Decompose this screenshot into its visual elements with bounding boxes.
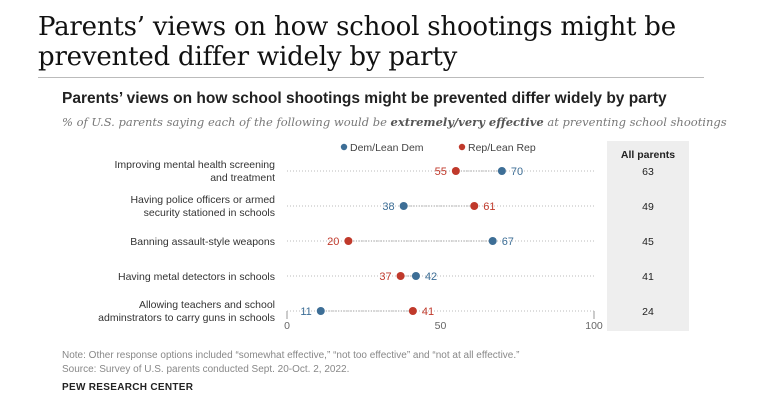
headline-divider (38, 77, 704, 78)
row-label: and treatment (210, 172, 275, 184)
x-tick-label-1: 50 (435, 320, 447, 332)
all-parents-value: 41 (642, 271, 654, 283)
rep-value-label: 41 (422, 306, 434, 318)
rep-dot (344, 237, 353, 245)
rep-value-label: 55 (435, 166, 447, 178)
chart-source: Source: Survey of U.S. parents conducted… (62, 364, 350, 375)
row-label: Banning assault-style weapons (130, 236, 275, 248)
rep-dot (396, 272, 405, 280)
dem-dot (411, 272, 420, 280)
dem-dot (316, 307, 325, 315)
dem-value-label: 67 (502, 236, 514, 248)
row-label: Having metal detectors in schools (118, 271, 275, 283)
chart-title: Parents’ views on how school shootings m… (62, 90, 667, 107)
legend-dot-0 (340, 143, 348, 151)
rep-dot (451, 167, 460, 175)
x-tick-label-2: 100 (585, 320, 603, 332)
subtitle-emphasis: extremely/very effective (390, 115, 544, 129)
row-label: Having police officers or armed (130, 194, 275, 206)
row-label: adminstrators to carry guns in schools (98, 312, 275, 324)
x-tick-label-0: 0 (284, 320, 290, 332)
all-parents-value: 49 (642, 201, 654, 213)
all-parents-value: 24 (642, 306, 654, 318)
rep-value-label: 20 (327, 236, 339, 248)
dem-dot (497, 167, 506, 175)
page-headline: Parents’ views on how school shootings m… (38, 12, 676, 72)
rep-value-label: 61 (483, 201, 495, 213)
row-label: security stationed in schools (144, 207, 275, 219)
row-label: Improving mental health screening (114, 159, 275, 171)
legend-dot-1 (458, 143, 466, 151)
all-parents-value: 45 (642, 236, 654, 248)
rep-value-label: 37 (379, 271, 391, 283)
rep-dot (470, 202, 479, 210)
all-parents-header: All parents (621, 149, 675, 161)
dem-dot (488, 237, 497, 245)
dem-value-label: 11 (300, 306, 311, 318)
row-label: Allowing teachers and school (139, 299, 275, 311)
all-parents-column-bg (607, 141, 689, 331)
chart-subtitle: % of U.S. parents saying each of the fol… (62, 115, 727, 129)
rep-dot (408, 307, 417, 315)
dem-dot (399, 202, 408, 210)
dem-value-label: 38 (382, 201, 394, 213)
all-parents-value: 63 (642, 166, 654, 178)
chart-note: Note: Other response options included “s… (62, 350, 520, 361)
subtitle-pre: % of U.S. parents saying each of the fol… (62, 115, 391, 129)
legend-label-1: Rep/Lean Rep (468, 142, 536, 154)
brand-label: PEW RESEARCH CENTER (62, 382, 194, 393)
legend-label-0: Dem/Lean Dem (350, 142, 424, 154)
dem-value-label: 70 (511, 166, 523, 178)
dem-value-label: 42 (425, 271, 437, 283)
subtitle-post: at preventing school shootings (543, 115, 727, 129)
